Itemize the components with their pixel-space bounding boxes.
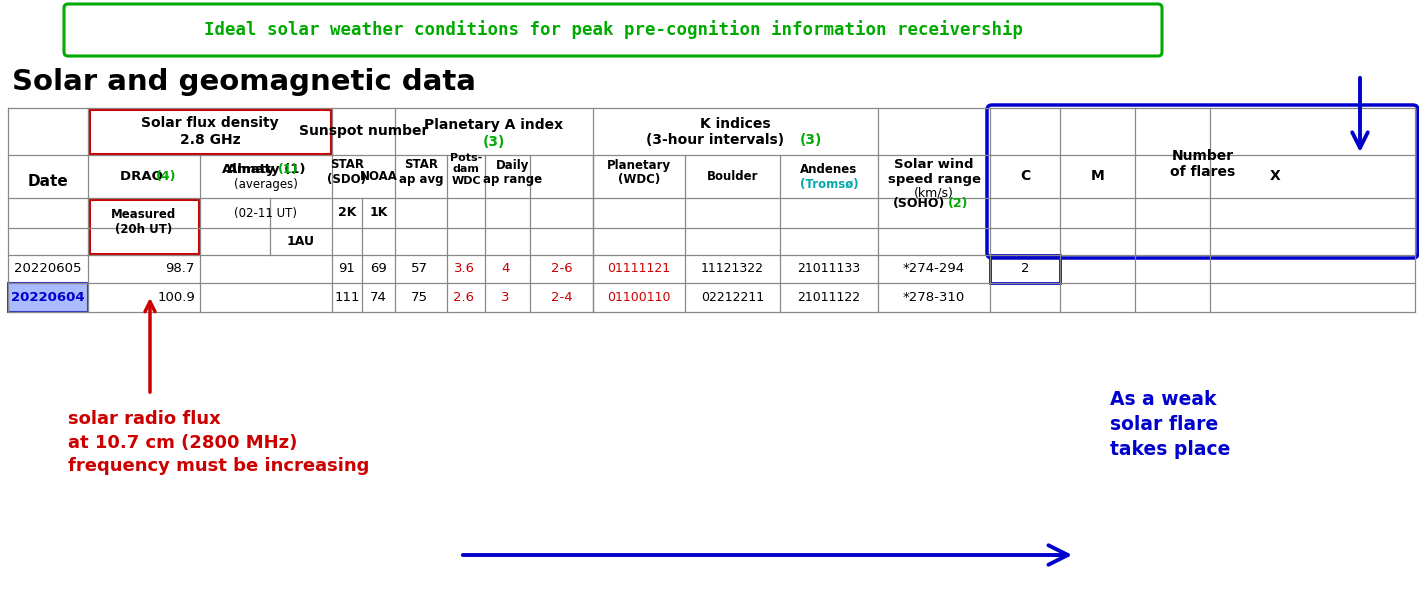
Text: M: M	[1091, 170, 1104, 184]
Text: Solar and geomagnetic data: Solar and geomagnetic data	[11, 68, 475, 96]
Text: NOAA: NOAA	[359, 170, 397, 183]
Text: 20220604: 20220604	[11, 291, 85, 304]
Text: Ideal solar weather conditions for peak pre-cognition information receivership: Ideal solar weather conditions for peak …	[203, 21, 1023, 40]
Text: DRAO: DRAO	[121, 170, 167, 183]
Text: Sunspot number: Sunspot number	[299, 125, 429, 139]
Text: 74: 74	[370, 291, 387, 304]
Text: Planetary
(WDC): Planetary (WDC)	[607, 159, 671, 187]
Text: Almaty: Almaty	[223, 163, 280, 176]
Text: 2-6: 2-6	[551, 263, 572, 275]
Text: (averages): (averages)	[234, 178, 298, 191]
Text: 4: 4	[501, 263, 509, 275]
Text: (1): (1)	[278, 163, 298, 176]
Text: K indices: K indices	[700, 117, 771, 131]
Text: Boulder: Boulder	[707, 170, 758, 183]
Text: (SOHO): (SOHO)	[893, 197, 945, 210]
Text: 2K: 2K	[338, 207, 356, 219]
Text: *274-294: *274-294	[902, 263, 965, 275]
Text: 21011122: 21011122	[797, 291, 860, 304]
Text: 2.6: 2.6	[454, 291, 474, 304]
Text: Number
of flares: Number of flares	[1169, 149, 1235, 179]
Text: Andenes: Andenes	[800, 163, 857, 176]
Text: (3): (3)	[799, 134, 822, 148]
Text: 21011133: 21011133	[797, 263, 860, 275]
Text: 01100110: 01100110	[607, 291, 671, 304]
Text: 11121322: 11121322	[701, 263, 763, 275]
Text: Solar wind
speed range: Solar wind speed range	[887, 157, 981, 185]
Text: 91: 91	[339, 263, 355, 275]
Text: Measured
(20h UT): Measured (20h UT)	[111, 207, 176, 235]
Bar	[9, 283, 88, 312]
Text: (4): (4)	[156, 170, 176, 183]
Text: Date: Date	[27, 174, 68, 189]
Text: 1AU: 1AU	[287, 235, 315, 248]
Text: (3-hour intervals): (3-hour intervals)	[647, 134, 785, 148]
Text: X: X	[1270, 170, 1280, 184]
Text: 1K: 1K	[369, 207, 387, 219]
Text: 57: 57	[410, 263, 427, 275]
Text: 98.7: 98.7	[166, 263, 194, 275]
Text: (3): (3)	[482, 134, 505, 148]
Text: (02-11 UT): (02-11 UT)	[234, 207, 298, 219]
Text: 69: 69	[370, 263, 387, 275]
Bar	[89, 199, 199, 254]
Text: Daily
ap range: Daily ap range	[482, 159, 542, 187]
Text: Solar flux density
2.8 GHz: Solar flux density 2.8 GHz	[140, 116, 278, 147]
Text: solar radio flux
at 10.7 cm (2800 MHz)
frequency must be increasing: solar radio flux at 10.7 cm (2800 MHz) f…	[68, 410, 369, 475]
Text: STAR
ap avg: STAR ap avg	[399, 159, 443, 187]
Text: 111: 111	[335, 291, 360, 304]
Text: (km/s): (km/s)	[914, 187, 954, 200]
Text: Planetary A index: Planetary A index	[424, 117, 563, 131]
Text: 01111121: 01111121	[607, 263, 671, 275]
Text: C: C	[1020, 170, 1030, 184]
Text: 2-4: 2-4	[551, 291, 572, 304]
Bar	[990, 255, 1060, 283]
Text: 2: 2	[1020, 263, 1029, 275]
Text: As a weak
solar flare
takes place: As a weak solar flare takes place	[1110, 390, 1230, 459]
Text: Almaty (1): Almaty (1)	[227, 163, 305, 176]
Bar	[89, 109, 331, 154]
Text: 3.6: 3.6	[454, 263, 474, 275]
Text: (2): (2)	[948, 197, 968, 210]
Text: Pots-
dam
WDC: Pots- dam WDC	[450, 153, 482, 186]
Text: 3: 3	[501, 291, 509, 304]
Text: (Tromsø): (Tromsø)	[800, 178, 858, 191]
Text: 02212211: 02212211	[701, 291, 763, 304]
Text: 75: 75	[410, 291, 427, 304]
Text: 100.9: 100.9	[158, 291, 194, 304]
Text: *278-310: *278-310	[902, 291, 965, 304]
Text: STAR
(SDO): STAR (SDO)	[328, 159, 366, 187]
Text: 20220605: 20220605	[14, 263, 82, 275]
